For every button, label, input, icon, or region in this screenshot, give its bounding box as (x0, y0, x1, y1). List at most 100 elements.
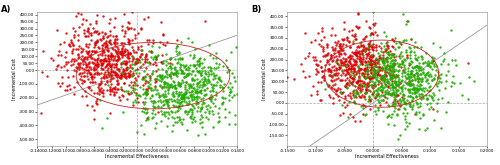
Point (412, 76, 420, 79)
Point (364, 43, 372, 46)
Point (196, 107, 204, 109)
Point (142, 76, 150, 79)
Point (381, 48, 389, 51)
Point (143, 73, 151, 75)
Point (86, 66, 94, 68)
Point (406, 105, 413, 108)
Point (154, 105, 162, 107)
Point (442, 111, 450, 113)
Point (206, 89, 214, 92)
Point (191, 48, 199, 50)
Point (166, 98, 174, 101)
Point (153, 78, 161, 81)
Point (128, 67, 136, 69)
Point (110, 77, 118, 80)
Point (132, 88, 140, 91)
Point (210, 97, 218, 100)
Point (376, 89, 384, 91)
Point (352, 25, 360, 27)
Point (357, 49, 365, 52)
Point (193, 91, 201, 93)
Point (396, 63, 404, 65)
Point (129, 71, 137, 74)
Point (332, 57, 340, 60)
Point (160, 76, 168, 79)
Point (108, 63, 116, 66)
Point (426, 66, 434, 68)
Point (354, 50, 362, 53)
Point (175, 119, 183, 121)
Point (388, 53, 396, 56)
Point (86, 33, 94, 36)
Point (138, 77, 146, 79)
Point (202, 105, 210, 107)
Point (391, 36, 399, 39)
Point (428, 58, 436, 61)
Point (398, 96, 406, 98)
Point (224, 69, 232, 71)
Point (201, 20, 209, 23)
Point (105, 72, 113, 75)
Point (103, 69, 111, 71)
Point (382, 81, 390, 83)
Point (354, 87, 362, 89)
Point (350, 75, 358, 78)
Point (413, 102, 421, 104)
Point (432, 65, 440, 67)
Point (176, 85, 184, 87)
Point (372, 65, 380, 67)
Point (388, 70, 396, 73)
Point (408, 60, 416, 63)
Point (370, 83, 378, 86)
Point (437, 81, 445, 83)
Point (346, 67, 354, 70)
Point (366, 89, 374, 92)
Point (307, 93, 315, 96)
Point (419, 86, 427, 89)
Point (320, 77, 328, 80)
Point (368, 66, 376, 68)
Point (426, 101, 434, 104)
Point (146, 82, 154, 85)
Point (94, 33, 102, 36)
Point (143, 38, 151, 41)
Point (202, 72, 209, 75)
Point (98, 91, 106, 93)
Point (88, 67, 96, 70)
Point (182, 67, 190, 70)
Point (164, 86, 172, 88)
Point (416, 117, 424, 119)
Point (67, 40, 75, 43)
Point (96, 53, 104, 56)
Point (374, 93, 382, 95)
Point (346, 76, 354, 78)
Point (195, 69, 203, 72)
Point (391, 47, 399, 50)
Point (122, 59, 130, 62)
Point (69, 75, 77, 78)
Point (107, 71, 115, 74)
Point (110, 41, 118, 44)
Point (362, 91, 370, 93)
Point (422, 79, 430, 82)
Point (172, 100, 179, 103)
Point (188, 115, 196, 117)
Point (86, 55, 94, 57)
Point (151, 81, 159, 83)
Point (364, 47, 372, 50)
Point (208, 96, 216, 99)
Point (110, 17, 118, 19)
Point (314, 81, 322, 83)
Point (362, 113, 370, 116)
Point (116, 76, 124, 79)
Point (84, 52, 92, 55)
Point (318, 69, 326, 72)
Point (172, 39, 180, 41)
Point (364, 70, 372, 72)
Point (98, 62, 106, 65)
Point (78, 50, 86, 53)
Point (402, 54, 410, 56)
Point (344, 64, 351, 66)
Point (84, 69, 92, 72)
Point (420, 129, 428, 131)
